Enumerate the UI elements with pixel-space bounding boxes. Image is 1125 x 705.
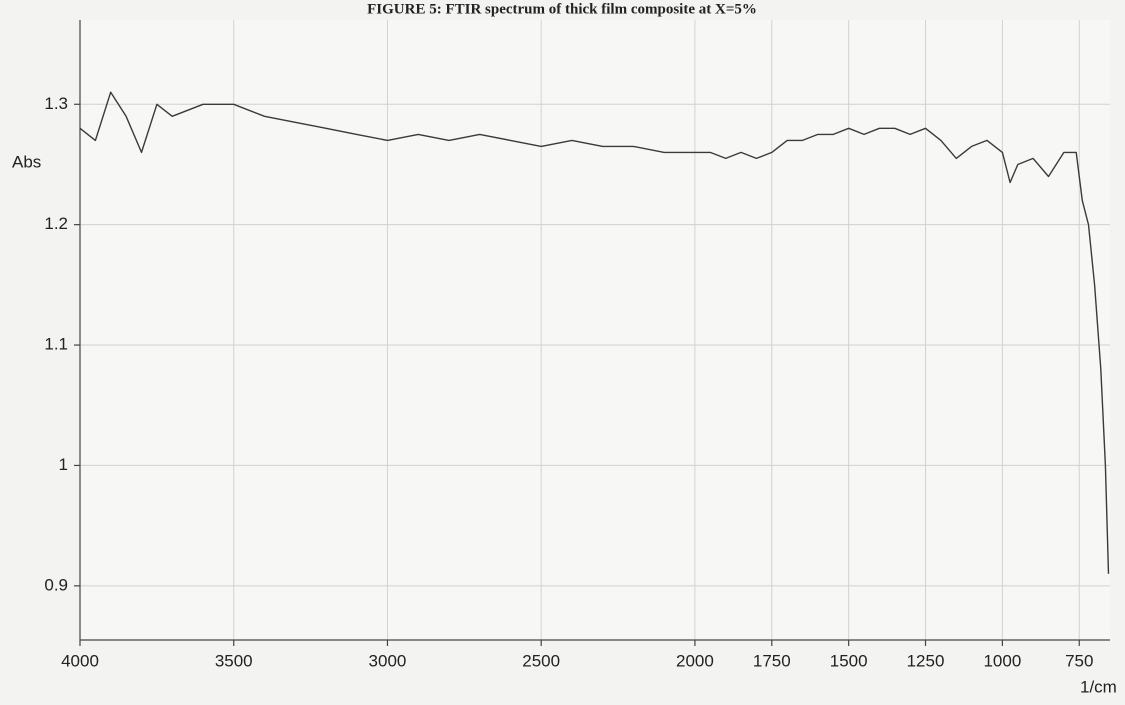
x-tick-label: 1250 xyxy=(907,651,945,670)
plot-area xyxy=(80,20,1110,640)
x-tick-label: 4000 xyxy=(61,651,99,670)
y-tick-label: 0.9 xyxy=(44,575,68,594)
x-tick-label: 3000 xyxy=(369,651,407,670)
x-tick-label: 1000 xyxy=(983,651,1021,670)
y-axis-label: Abs xyxy=(12,152,41,171)
y-tick-label: 1 xyxy=(59,455,68,474)
x-tick-label: 2000 xyxy=(676,651,714,670)
x-tick-label: 1500 xyxy=(830,651,868,670)
y-tick-label: 1.2 xyxy=(44,214,68,233)
x-tick-label: 2500 xyxy=(522,651,560,670)
spectrum-line xyxy=(79,91,1110,574)
x-axis-label: 1/cm xyxy=(1080,677,1117,696)
x-tick-label: 1750 xyxy=(753,651,791,670)
y-tick-label: 1.1 xyxy=(44,335,68,354)
x-tick-label: 750 xyxy=(1065,651,1093,670)
y-tick-label: 1.3 xyxy=(44,94,68,113)
chart-title: FIGURE 5: FTIR spectrum of thick film co… xyxy=(367,1,757,17)
x-tick-label: 3500 xyxy=(215,651,253,670)
